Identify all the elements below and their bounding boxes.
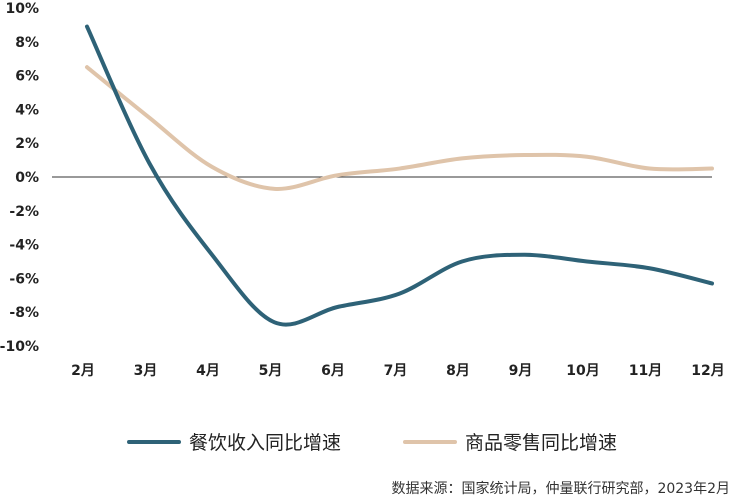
y-tick-label: 6% [15,69,39,85]
x-tick-label: 11月 [629,363,662,379]
y-tick-label: 10% [5,1,39,17]
y-tick-label: 0% [15,170,39,186]
line-chart: 10% 8% 6% 4% 2% 0% -2% -4% -6% -8% -10% 2月 3月 4月 5月 6月… [0,1,725,379]
x-tick-label: 5月 [259,363,283,379]
x-tick-label: 3月 [134,363,158,379]
x-tick-label: 12月 [691,363,724,379]
x-tick-label: 10月 [566,363,599,379]
y-tick-label: 8% [15,35,39,51]
y-tick-label: 2% [15,136,39,152]
y-tick-label: -6% [9,271,39,287]
legend-item-catering: 餐饮收入同比增速 [126,428,341,455]
legend: 餐饮收入同比增速 商品零售同比增速 [0,428,744,455]
x-tick-label: 7月 [384,363,408,379]
x-tick-label: 6月 [321,363,345,379]
x-axis-ticks: 2月 3月 4月 5月 6月 7月 8月 9月 10月 11月 12月 [71,363,725,379]
series-line-catering [85,24,714,327]
y-tick-label: -8% [9,305,39,321]
legend-label-catering: 餐饮收入同比增速 [188,432,341,454]
y-axis-ticks: 10% 8% 6% 4% 2% 0% -2% -4% -6% -8% -10% [0,1,39,355]
x-tick-label: 4月 [196,363,220,379]
legend-swatch-retail [403,439,457,444]
y-tick-label: -10% [0,339,39,355]
x-tick-label: 8月 [446,363,470,379]
legend-item-retail: 商品零售同比增速 [403,428,617,455]
legend-label-retail: 商品零售同比增速 [465,432,618,454]
series-lines [85,24,714,327]
legend-swatch-catering [126,439,181,444]
source-note: 数据来源：国家统计局，仲量联行研究部，2023年2月 [391,481,730,497]
x-tick-label: 2月 [71,363,95,379]
y-tick-label: -4% [9,238,39,254]
series-line-retail [85,65,714,191]
x-tick-label: 9月 [509,363,533,379]
y-tick-label: 4% [15,102,39,118]
y-tick-label: -2% [9,204,39,220]
